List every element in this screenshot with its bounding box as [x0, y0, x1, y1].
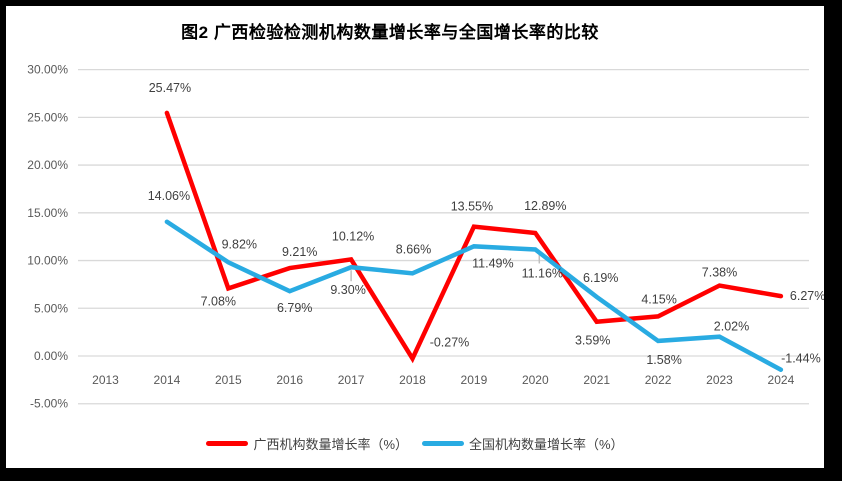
data-point-label: 7.08%: [201, 294, 236, 308]
national-line-swatch-icon: [422, 441, 464, 446]
y-axis-tick-label: 25.00%: [27, 110, 68, 124]
x-axis-tick-label: 2019: [461, 373, 488, 387]
data-point-label: 3.59%: [575, 334, 610, 348]
data-point-label: 25.47%: [149, 81, 191, 95]
y-axis-tick-label: 0.00%: [34, 349, 68, 363]
y-axis-tick-label: 15.00%: [27, 206, 68, 220]
y-axis-tick-label: 10.00%: [27, 254, 68, 268]
data-point-label: 4.15%: [641, 292, 676, 306]
data-point-label: -1.44%: [781, 352, 821, 366]
y-axis-tick-label: -5.00%: [30, 397, 68, 411]
line-chart-plot-area: 30.00% 25.00% 20.00% 15.00% 10.00% 5.00% 0.00%…: [27, 63, 824, 411]
guangxi-series-line: [164, 110, 784, 364]
data-point-label: 9.82%: [222, 237, 257, 251]
data-point-label: 12.89%: [524, 199, 566, 213]
chart-title: 图2 广西检验检测机构数量增长率与全国增长率的比较: [181, 23, 599, 42]
legend-label-guangxi: 广西机构数量增长率（%）: [253, 437, 408, 452]
data-point-label: 13.55%: [451, 200, 493, 214]
guangxi-line-swatch-icon: [206, 441, 249, 446]
legend-label-national: 全国机构数量增长率（%）: [469, 437, 624, 452]
legend-item-national: 全国机构数量增长率（%）: [422, 434, 624, 453]
x-axis-tick-label: 2017: [338, 373, 365, 387]
data-point-label: 1.58%: [646, 353, 681, 367]
x-axis-tick-label: 2015: [215, 373, 242, 387]
x-axis-tick-label: 2021: [583, 373, 610, 387]
data-point-label: 9.21%: [282, 245, 317, 259]
y-axis-tick-label: 30.00%: [27, 63, 68, 77]
data-point-label: 6.27%: [790, 289, 824, 303]
x-axis-tick-label: 2013: [92, 373, 119, 387]
data-point-label: 10.12%: [332, 229, 374, 243]
y-axis-tick-label: 20.00%: [27, 158, 68, 172]
data-point-label: 6.79%: [277, 301, 312, 315]
x-axis-tick-label: 2020: [522, 373, 549, 387]
x-axis-tick-label: 2022: [645, 373, 672, 387]
y-axis-tick-label: 5.00%: [34, 301, 68, 315]
x-axis-tick-label: 2014: [154, 373, 181, 387]
data-point-label: -0.27%: [430, 336, 470, 350]
data-point-label: 11.49%: [472, 256, 513, 270]
x-axis-tick-label: 2023: [706, 373, 733, 387]
data-point-label: 7.38%: [702, 266, 737, 280]
data-point-label: 2.02%: [714, 320, 749, 334]
x-axis-tick-label: 2016: [276, 373, 303, 387]
data-point-label: 9.30%: [330, 283, 365, 297]
legend-item-guangxi: 广西机构数量增长率（%）: [206, 434, 408, 453]
x-axis-tick-label: 2018: [399, 373, 426, 387]
chart-legend: 广西机构数量增长率（%） 全国机构数量增长率（%）: [6, 434, 824, 453]
data-point-label: 8.66%: [396, 242, 431, 256]
national-series-line: [164, 219, 784, 372]
x-axis-tick-label: 2024: [768, 373, 795, 387]
data-point-label: 14.06%: [148, 189, 190, 203]
data-point-label: 11.16%: [522, 266, 563, 280]
data-point-label: 6.19%: [583, 271, 618, 285]
